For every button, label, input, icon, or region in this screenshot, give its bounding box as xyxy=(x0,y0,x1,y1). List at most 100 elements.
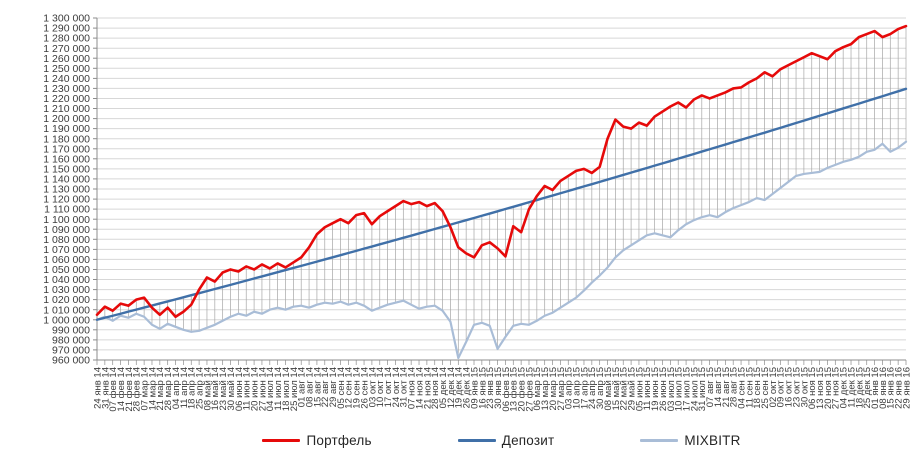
svg-text:11 сен 15: 11 сен 15 xyxy=(744,367,755,408)
svg-text:02 окт 15: 02 окт 15 xyxy=(768,367,779,407)
svg-text:1 110 000: 1 110 000 xyxy=(44,204,90,216)
svg-text:01 янв 16: 01 янв 16 xyxy=(870,367,881,409)
svg-text:10 окт 14: 10 окт 14 xyxy=(375,367,386,407)
svg-text:1 250 000: 1 250 000 xyxy=(43,63,90,75)
portfolio-line-swatch xyxy=(262,439,301,442)
svg-text:15 авг 14: 15 авг 14 xyxy=(312,367,323,407)
svg-text:22 май 15: 22 май 15 xyxy=(619,367,630,411)
svg-text:22 янв 16: 22 янв 16 xyxy=(894,367,905,409)
series-line-1 xyxy=(95,87,908,321)
svg-text:19 сен 14: 19 сен 14 xyxy=(352,367,363,409)
svg-text:1 270 000: 1 270 000 xyxy=(43,43,90,55)
svg-text:05 дек 14: 05 дек 14 xyxy=(438,367,449,408)
svg-text:03 апр 15: 03 апр 15 xyxy=(564,367,575,409)
svg-text:1 240 000: 1 240 000 xyxy=(43,73,90,85)
svg-text:1 230 000: 1 230 000 xyxy=(43,83,90,95)
svg-text:1 220 000: 1 220 000 xyxy=(43,93,90,105)
svg-text:31 янв 14: 31 янв 14 xyxy=(100,367,111,409)
svg-text:960 000: 960 000 xyxy=(52,355,90,367)
svg-text:1 210 000: 1 210 000 xyxy=(43,103,90,115)
y-gridlines xyxy=(97,17,906,361)
svg-text:04 июл 14: 04 июл 14 xyxy=(265,367,276,411)
svg-text:1 000 000: 1 000 000 xyxy=(43,314,90,326)
svg-text:11 июн 14: 11 июн 14 xyxy=(242,367,253,410)
svg-text:26 сен 14: 26 сен 14 xyxy=(359,367,370,409)
series-line-2 xyxy=(95,140,908,360)
legend: Портфель Депозит MIXBITR xyxy=(42,433,919,448)
svg-text:29 авг 14: 29 авг 14 xyxy=(328,367,339,407)
svg-text:04 дек 15: 04 дек 15 xyxy=(839,367,850,408)
svg-text:20 мар 15: 20 мар 15 xyxy=(548,367,559,411)
svg-text:20 фев 15: 20 фев 15 xyxy=(517,367,528,412)
svg-text:07 авг 15: 07 авг 15 xyxy=(705,367,716,407)
svg-text:1 290 000: 1 290 000 xyxy=(43,23,90,35)
svg-text:1 050 000: 1 050 000 xyxy=(43,264,90,276)
svg-text:1 130 000: 1 130 000 xyxy=(43,184,90,196)
svg-text:21 ноя 14: 21 ноя 14 xyxy=(422,367,433,409)
svg-text:25 апр 14: 25 апр 14 xyxy=(195,367,206,409)
svg-text:06 июн 14: 06 июн 14 xyxy=(234,367,245,411)
svg-text:1 010 000: 1 010 000 xyxy=(43,304,90,316)
svg-text:980 000: 980 000 xyxy=(52,335,90,347)
svg-text:28 авг 15: 28 авг 15 xyxy=(729,367,740,407)
svg-text:05 июн 15: 05 июн 15 xyxy=(634,367,645,411)
svg-text:27 июн 14: 27 июн 14 xyxy=(257,367,268,411)
svg-text:1 260 000: 1 260 000 xyxy=(43,53,90,65)
svg-text:1 140 000: 1 140 000 xyxy=(43,174,90,186)
svg-text:23 окт 15: 23 окт 15 xyxy=(791,367,802,407)
svg-text:1 020 000: 1 020 000 xyxy=(43,294,90,306)
svg-text:15 янв 16: 15 янв 16 xyxy=(886,367,897,409)
svg-text:12 сен 14: 12 сен 14 xyxy=(344,367,355,409)
mixbitr-line-swatch xyxy=(640,439,679,442)
svg-text:19 июн 15: 19 июн 15 xyxy=(650,367,661,411)
svg-text:20 июн 14: 20 июн 14 xyxy=(249,367,260,411)
svg-text:970 000: 970 000 xyxy=(52,345,90,357)
svg-text:10 апр 15: 10 апр 15 xyxy=(572,367,583,409)
svg-text:14 фев 14: 14 фев 14 xyxy=(116,367,127,412)
svg-text:28 ноя 14: 28 ноя 14 xyxy=(430,367,441,409)
svg-text:17 апр 15: 17 апр 15 xyxy=(579,367,590,409)
svg-text:990 000: 990 000 xyxy=(52,324,90,336)
svg-text:30 янв 15: 30 янв 15 xyxy=(493,367,504,409)
svg-text:08 янв 16: 08 янв 16 xyxy=(878,367,889,409)
svg-text:18 сен 15: 18 сен 15 xyxy=(752,367,763,409)
svg-text:1 070 000: 1 070 000 xyxy=(43,244,90,256)
svg-text:17 окт 14: 17 окт 14 xyxy=(383,367,394,407)
svg-text:11 июн 15: 11 июн 15 xyxy=(642,367,653,410)
svg-text:16 окт 15: 16 окт 15 xyxy=(784,367,795,407)
svg-text:22 авг 14: 22 авг 14 xyxy=(320,367,331,407)
svg-text:24 янв 14: 24 янв 14 xyxy=(92,367,103,409)
legend-item-portfolio[interactable]: Портфель xyxy=(262,433,372,448)
legend-item-mixbitr[interactable]: MIXBITR xyxy=(640,433,740,448)
svg-text:28 мар 14: 28 мар 14 xyxy=(163,367,174,411)
svg-text:07 ноя 14: 07 ноя 14 xyxy=(407,367,418,409)
svg-text:01 авг 14: 01 авг 14 xyxy=(297,367,308,407)
legend-label-portfolio: Портфель xyxy=(306,433,372,448)
svg-text:28 фев 14: 28 фев 14 xyxy=(132,367,143,412)
svg-text:10 июл 15: 10 июл 15 xyxy=(674,367,685,411)
svg-text:13 ноя 15: 13 ноя 15 xyxy=(815,367,826,409)
svg-text:18 дек 15: 18 дек 15 xyxy=(854,367,865,408)
axes xyxy=(96,18,906,361)
svg-text:06 мар 15: 06 мар 15 xyxy=(532,367,543,411)
legend-item-deposit[interactable]: Депозит xyxy=(457,433,555,448)
high-low-lines xyxy=(96,26,907,358)
svg-text:1 150 000: 1 150 000 xyxy=(43,164,90,176)
svg-text:1 040 000: 1 040 000 xyxy=(43,274,90,286)
svg-text:1 190 000: 1 190 000 xyxy=(43,123,90,135)
svg-text:07 фев 14: 07 фев 14 xyxy=(108,367,119,412)
svg-text:1 120 000: 1 120 000 xyxy=(43,194,90,206)
svg-text:08 май 15: 08 май 15 xyxy=(603,367,614,411)
svg-text:1 170 000: 1 170 000 xyxy=(43,143,90,155)
svg-text:08 авг 14: 08 авг 14 xyxy=(304,367,315,407)
svg-text:17 июл 15: 17 июл 15 xyxy=(681,367,692,411)
svg-text:1 080 000: 1 080 000 xyxy=(43,234,90,246)
legend-label-mixbitr: MIXBITR xyxy=(684,433,741,448)
x-axis-ticks xyxy=(96,360,907,365)
svg-text:09 окт 15: 09 окт 15 xyxy=(776,367,787,407)
svg-text:1 060 000: 1 060 000 xyxy=(43,254,90,266)
svg-text:09 янв 15: 09 янв 15 xyxy=(469,367,480,409)
svg-text:1 100 000: 1 100 000 xyxy=(43,214,90,226)
